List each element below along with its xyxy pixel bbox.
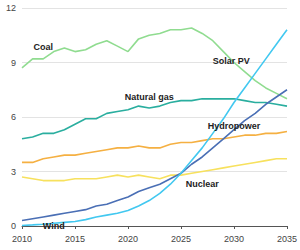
svg-text:2030: 2030 bbox=[224, 234, 244, 244]
svg-text:2015: 2015 bbox=[65, 234, 85, 244]
svg-text:Nuclear: Nuclear bbox=[186, 179, 220, 189]
svg-text:0: 0 bbox=[11, 221, 16, 231]
svg-text:2020: 2020 bbox=[118, 234, 138, 244]
svg-text:Natural gas: Natural gas bbox=[125, 92, 174, 102]
svg-text:Wind: Wind bbox=[43, 221, 65, 231]
svg-text:Hydropower: Hydropower bbox=[208, 121, 261, 131]
svg-text:Solar PV: Solar PV bbox=[213, 56, 250, 66]
svg-text:2010: 2010 bbox=[12, 234, 32, 244]
svg-text:6: 6 bbox=[11, 112, 16, 122]
svg-text:12: 12 bbox=[6, 3, 16, 13]
svg-text:2025: 2025 bbox=[171, 234, 191, 244]
svg-text:2035: 2035 bbox=[277, 234, 297, 244]
svg-text:Coal: Coal bbox=[33, 42, 53, 52]
svg-text:9: 9 bbox=[11, 58, 16, 68]
svg-text:3: 3 bbox=[11, 167, 16, 177]
